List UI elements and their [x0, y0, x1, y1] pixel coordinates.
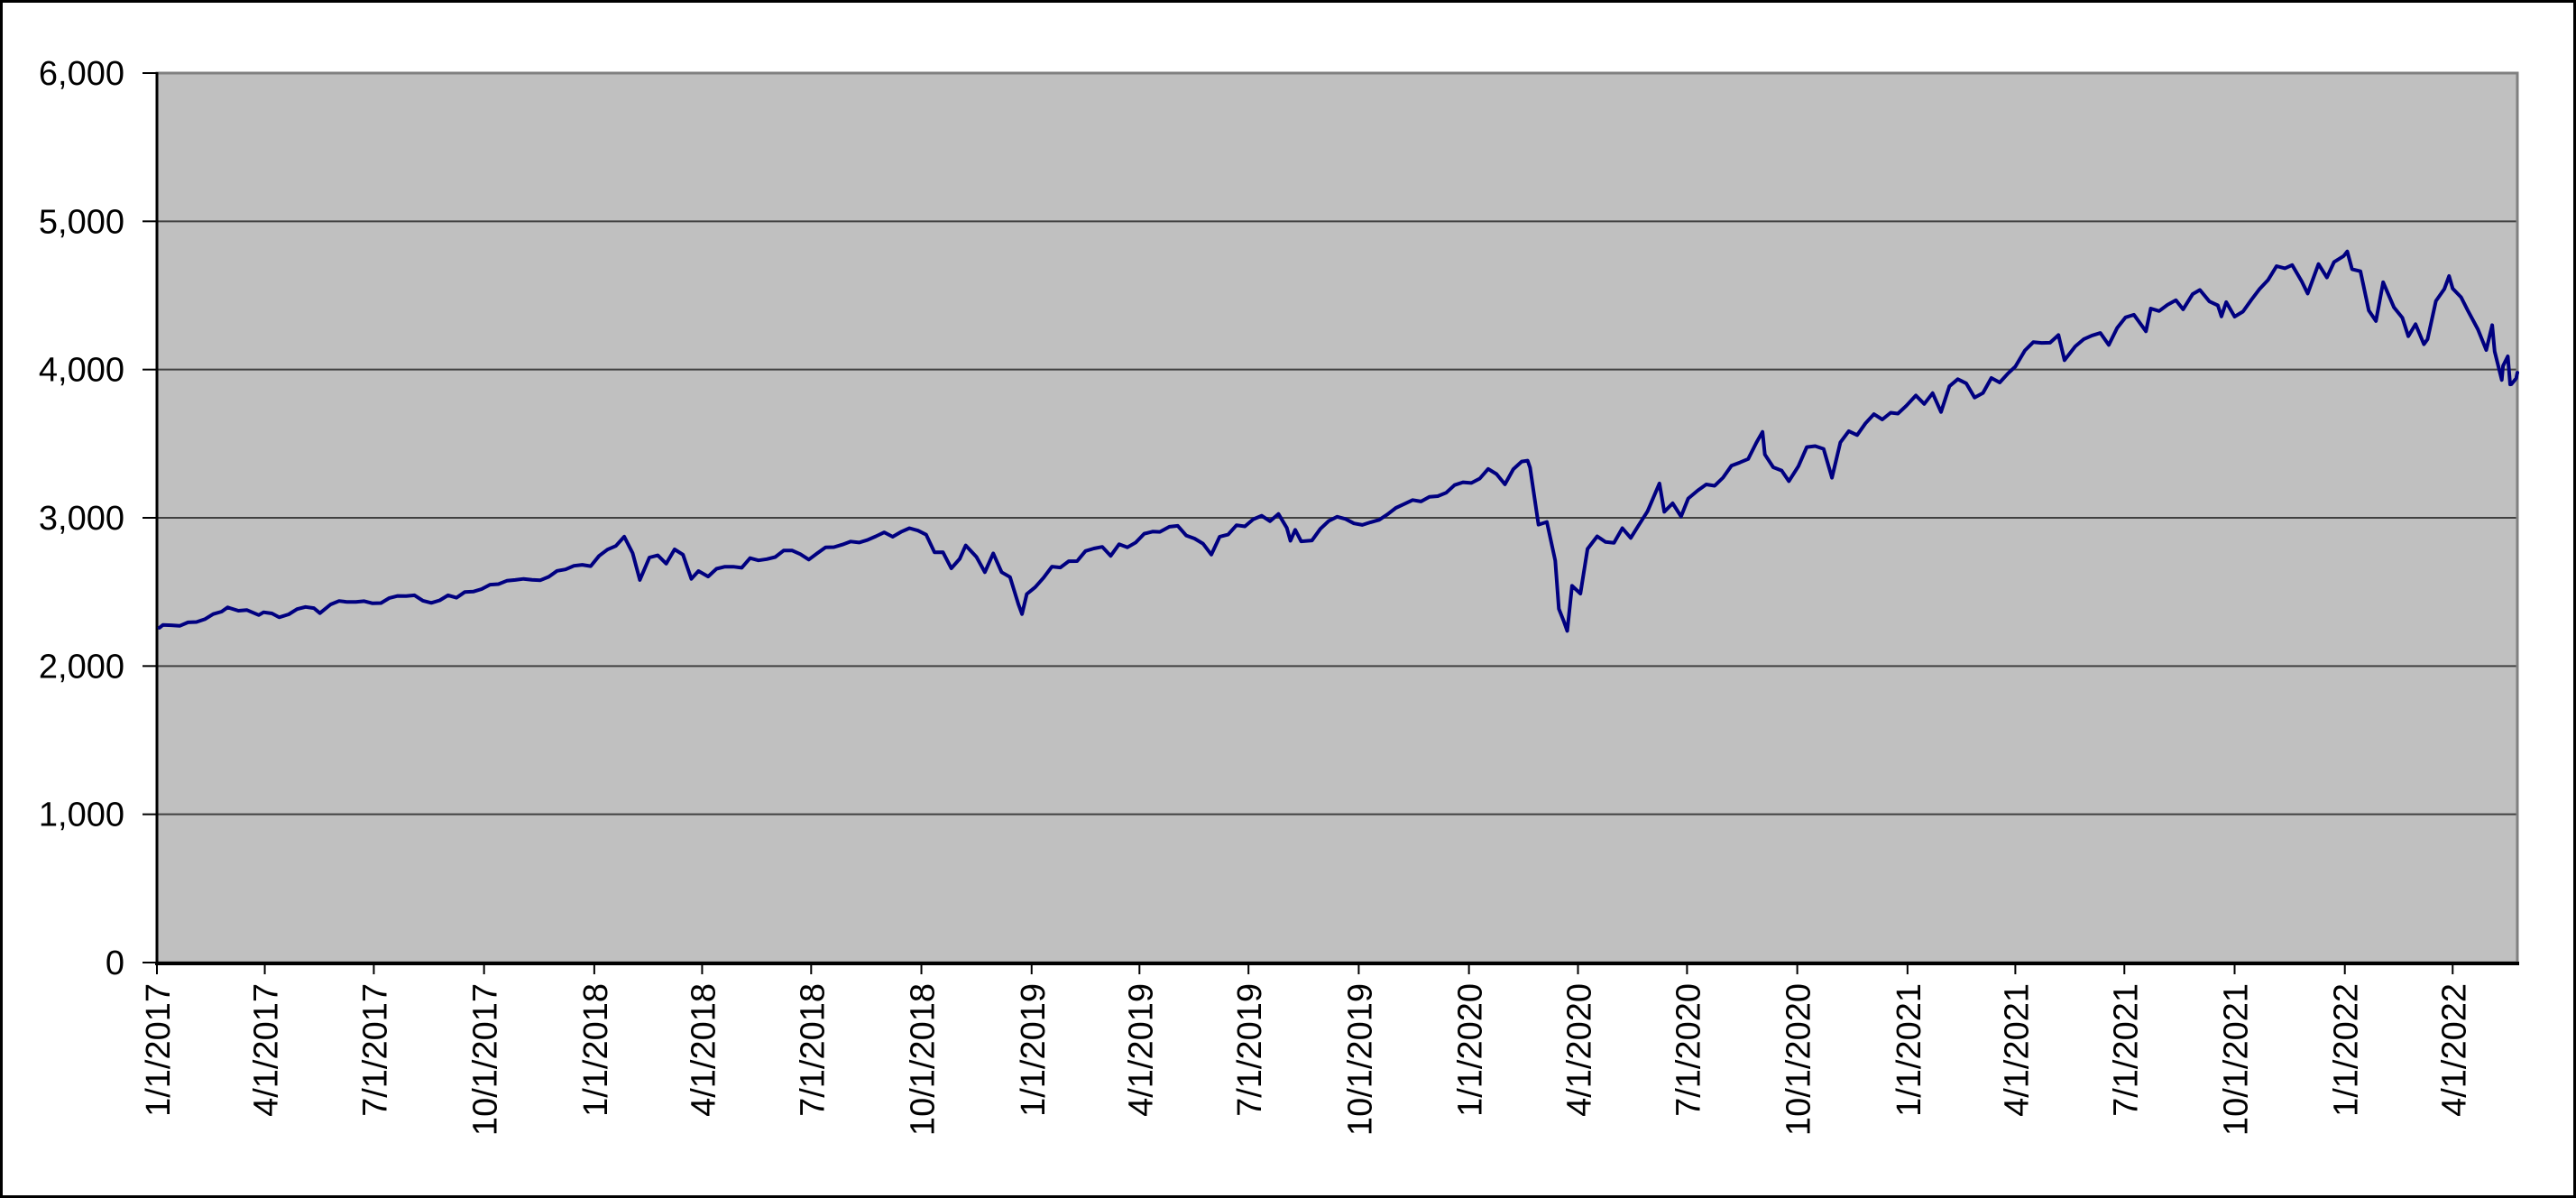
x-axis-tick-label: 1/1/2022 [2328, 983, 2366, 1117]
y-axis-tick-label: 1,000 [39, 797, 124, 834]
y-axis-tick-label: 0 [106, 945, 124, 982]
x-axis-tick-label: 7/1/2019 [1231, 983, 1269, 1117]
x-axis-tick-label: 1/1/2019 [1015, 983, 1053, 1117]
x-axis-tick-label: 1/1/2017 [140, 983, 178, 1117]
x-axis-tick-label: 4/1/2017 [248, 983, 286, 1117]
x-axis-tick-label: 4/1/2019 [1122, 983, 1160, 1117]
x-axis-tick-label: 7/1/2018 [794, 983, 832, 1117]
y-axis-tick-label: 3,000 [39, 500, 124, 538]
y-axis-tick-label: 4,000 [39, 352, 124, 390]
x-axis-tick-label: 4/1/2020 [1561, 983, 1599, 1117]
x-axis-tick-label: 7/1/2021 [2107, 983, 2145, 1117]
x-axis-tick-label: 1/1/2020 [1452, 983, 1490, 1117]
price-line [157, 249, 2519, 633]
x-axis-tick-label: 4/1/2018 [685, 983, 722, 1117]
x-axis-tick-label: 7/1/2017 [356, 983, 394, 1117]
x-axis-tick-label: 10/1/2018 [905, 983, 943, 1136]
x-axis-tick-label: 1/1/2021 [1891, 983, 1928, 1117]
x-axis-tick-label: 10/1/2017 [467, 983, 505, 1136]
x-axis-tick-label: 7/1/2020 [1670, 983, 1707, 1117]
x-axis-tick-label: 4/1/2022 [2435, 983, 2473, 1117]
x-axis-tick-label: 4/1/2021 [1998, 983, 2036, 1117]
x-axis-tick-label: 1/1/2018 [577, 983, 615, 1117]
y-axis-tick-label: 2,000 [39, 648, 124, 686]
y-axis-tick-label: 6,000 [39, 55, 124, 93]
y-axis-tick-label: 5,000 [39, 203, 124, 241]
x-axis-tick-label: 10/1/2020 [1780, 983, 1818, 1136]
x-axis-tick-label: 10/1/2021 [2217, 983, 2255, 1136]
x-axis-tick-label: 10/1/2019 [1341, 983, 1379, 1136]
